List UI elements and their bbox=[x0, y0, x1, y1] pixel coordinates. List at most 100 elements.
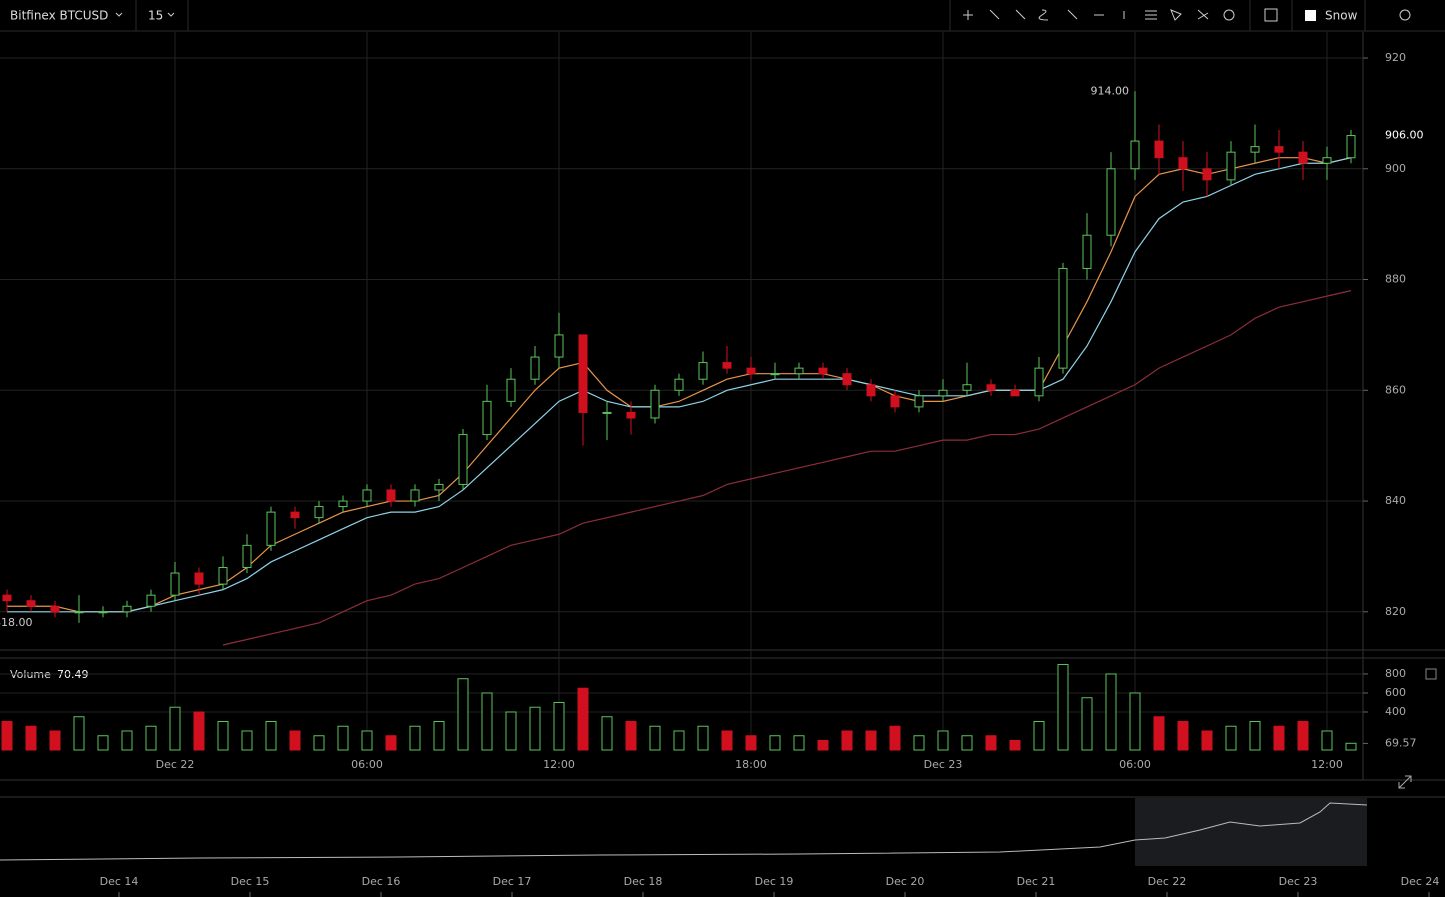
y-tick-label: 400 bbox=[1385, 705, 1406, 718]
y-tick-label: 840 bbox=[1385, 494, 1406, 507]
theme-checkbox[interactable] bbox=[1305, 10, 1316, 21]
volume-bar bbox=[1345, 742, 1357, 751]
pitchfork-tool[interactable] bbox=[1170, 9, 1182, 21]
gann-tool[interactable] bbox=[1197, 9, 1209, 20]
y-tick-label: 900 bbox=[1385, 162, 1406, 175]
volume-bar bbox=[721, 730, 733, 751]
settings-button[interactable] bbox=[1399, 9, 1411, 21]
candle-body bbox=[554, 334, 564, 358]
curve-tool[interactable] bbox=[1038, 9, 1049, 21]
last-price: 906.00 bbox=[1385, 129, 1424, 142]
candle-body bbox=[818, 367, 828, 375]
volume-bar bbox=[817, 739, 829, 751]
candle-body bbox=[1274, 146, 1284, 153]
navigator-date: Dec 18 bbox=[624, 875, 663, 888]
navigator-date: Dec 24 bbox=[1401, 875, 1440, 888]
drawing-tools bbox=[963, 8, 1411, 22]
volume-bar bbox=[1153, 716, 1165, 751]
navigator-date: Dec 17 bbox=[493, 875, 532, 888]
y-tick-label: 920 bbox=[1385, 51, 1406, 64]
y-tick-label: 860 bbox=[1385, 383, 1406, 396]
candle-body bbox=[842, 373, 852, 386]
volume-bar bbox=[577, 687, 589, 751]
candle-body bbox=[938, 389, 948, 397]
candle-body bbox=[1202, 168, 1212, 181]
candle-body bbox=[986, 384, 996, 391]
interval[interactable]: 15 bbox=[148, 9, 163, 23]
volume-bar bbox=[1033, 720, 1045, 751]
candle-body bbox=[218, 566, 228, 585]
volume-bar bbox=[1057, 663, 1069, 751]
volume-bar bbox=[1225, 725, 1237, 751]
candle-body bbox=[122, 605, 132, 613]
volume-bar bbox=[385, 735, 397, 751]
fib-tool[interactable] bbox=[1145, 10, 1157, 20]
volume-bar bbox=[505, 711, 517, 751]
volume-bar bbox=[1129, 692, 1141, 751]
indicator-button[interactable] bbox=[1264, 8, 1278, 22]
volume-bar bbox=[1177, 720, 1189, 751]
x-tick-label: 12:00 bbox=[543, 758, 575, 771]
candle-body bbox=[650, 389, 660, 419]
ray-tool[interactable] bbox=[1015, 9, 1026, 20]
trend-tool[interactable] bbox=[989, 9, 1000, 20]
candle-body bbox=[1250, 146, 1260, 153]
candle-body bbox=[914, 395, 924, 408]
candle-body bbox=[1322, 157, 1332, 164]
candle-body bbox=[146, 594, 156, 607]
high-marker: 914.00 bbox=[1091, 84, 1130, 97]
candle-body bbox=[314, 506, 324, 519]
candle-body bbox=[170, 572, 180, 596]
candle-body bbox=[506, 378, 516, 402]
volume-bar bbox=[145, 725, 157, 751]
navigator-line bbox=[0, 802, 1368, 861]
x-tick-label: Dec 22 bbox=[156, 758, 195, 771]
close-pane[interactable] bbox=[1425, 668, 1437, 680]
volume-bar bbox=[1321, 730, 1333, 751]
candle-body bbox=[1178, 157, 1188, 170]
volume-bar bbox=[49, 730, 61, 751]
candle-body bbox=[578, 334, 588, 413]
low-marker: 818.00 bbox=[0, 616, 33, 629]
volume-current: 70.49 bbox=[57, 668, 89, 681]
candle-body bbox=[1298, 151, 1308, 164]
crosshair-tool[interactable] bbox=[963, 10, 973, 20]
candle-body bbox=[530, 356, 540, 380]
volume-bar bbox=[1249, 720, 1261, 751]
volume-bar bbox=[1297, 720, 1309, 751]
navigator-date: Dec 21 bbox=[1017, 875, 1056, 888]
candle-body bbox=[482, 400, 492, 436]
candle-body bbox=[458, 434, 468, 485]
navigator-window[interactable] bbox=[1135, 798, 1367, 866]
volume-bar bbox=[889, 725, 901, 751]
arrow-tool[interactable] bbox=[1067, 9, 1078, 20]
volume-bar bbox=[337, 725, 349, 751]
circle-tool[interactable] bbox=[1223, 9, 1235, 21]
y-tick-label: 880 bbox=[1385, 273, 1406, 286]
candle-body bbox=[26, 600, 36, 607]
candle-body bbox=[1106, 168, 1116, 236]
volume-label: Volume bbox=[10, 668, 51, 681]
volume-bar bbox=[193, 711, 205, 751]
volume-bar bbox=[601, 716, 613, 751]
volume-bar bbox=[1081, 697, 1093, 751]
expand-button[interactable] bbox=[1398, 775, 1412, 789]
candle-body bbox=[1034, 367, 1044, 397]
theme-label[interactable]: Snow bbox=[1325, 9, 1358, 23]
candle-body bbox=[770, 373, 780, 376]
candle-body bbox=[290, 511, 300, 519]
candle-body bbox=[266, 511, 276, 546]
candle-body bbox=[746, 367, 756, 375]
candle-body bbox=[602, 411, 612, 414]
volume-bar bbox=[433, 720, 445, 751]
volume-bar bbox=[529, 706, 541, 751]
volume-bar bbox=[73, 716, 85, 751]
y-tick-label: 600 bbox=[1385, 686, 1406, 699]
candle-body bbox=[1010, 389, 1020, 397]
volume-bar bbox=[841, 730, 853, 751]
volume-bar bbox=[673, 730, 685, 751]
symbol-dropdown[interactable] bbox=[115, 12, 123, 17]
y-tick-label: 820 bbox=[1385, 605, 1406, 618]
interval-dropdown[interactable] bbox=[167, 12, 175, 17]
symbol[interactable]: Bitfinex BTCUSD bbox=[10, 9, 108, 23]
